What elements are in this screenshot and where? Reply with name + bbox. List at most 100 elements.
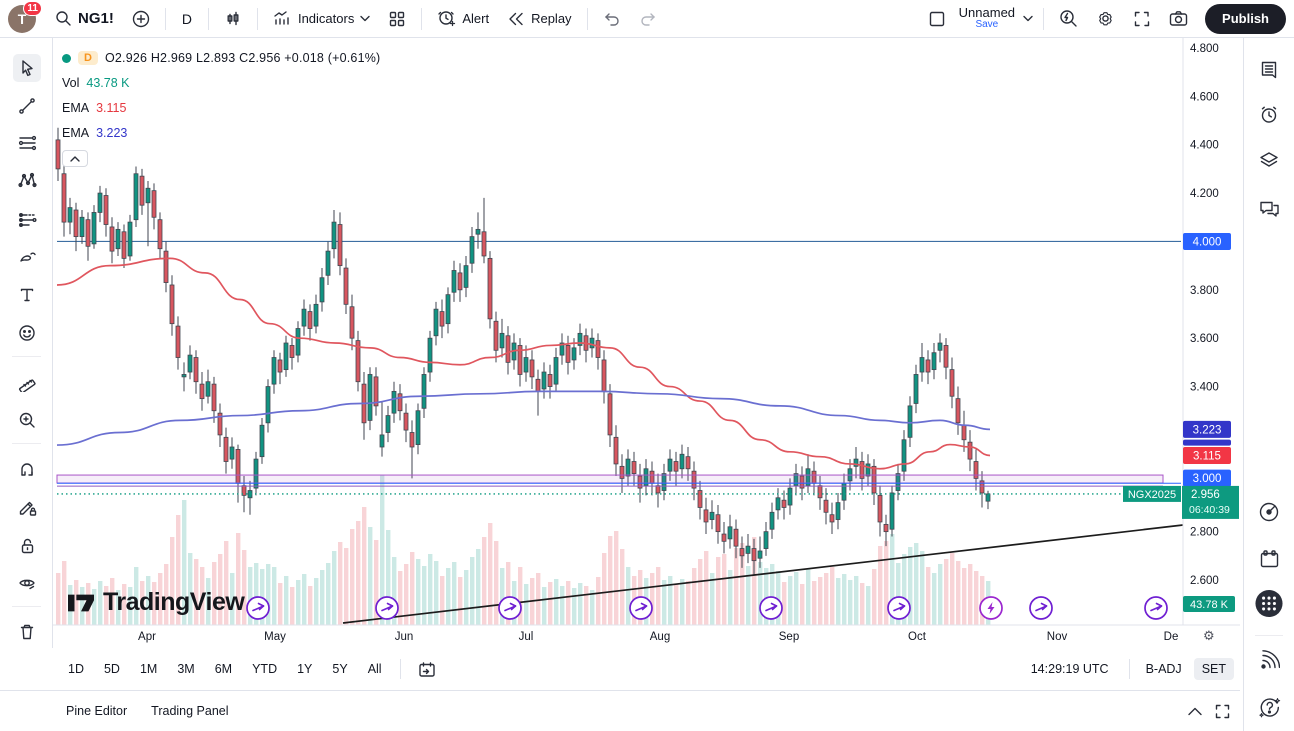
tool-magnet[interactable] [13,456,41,484]
panel-maximize-icon[interactable] [1215,704,1230,719]
pine-editor-tab[interactable]: Pine Editor [66,704,128,718]
range-3m[interactable]: 3M [177,662,195,676]
event-marker-plane[interactable] [375,596,399,620]
tool-draw-lock[interactable] [13,494,41,522]
user-avatar[interactable]: T 11 [8,0,42,33]
legend-collapse-button[interactable] [62,150,88,167]
trading-panel-tab[interactable]: Trading Panel [151,704,229,718]
time-axis-settings-icon[interactable]: ⚙ [1203,628,1215,643]
redo-button[interactable] [630,4,666,34]
price-zone-box[interactable] [56,474,1164,484]
layout-select-button[interactable] [919,4,955,34]
snapshot-button[interactable] [1160,4,1197,34]
event-marker-plane[interactable] [1029,596,1053,620]
price-tick[interactable]: 3.400 [1190,382,1219,394]
price-chart[interactable]: 4.800 4.600 4.400 4.200 3.800 3.600 3.400 2.800… [53,38,1240,648]
sidebar-help-button[interactable] [1255,693,1283,721]
price-tick[interactable]: 3.600 [1190,333,1219,345]
add-symbol-button[interactable] [123,4,159,34]
undo-button[interactable] [594,4,630,34]
sidebar-alerts-button[interactable] [1255,101,1283,129]
save-label[interactable]: Save [975,19,999,31]
layout-save[interactable]: Unnamed Save [955,6,1019,30]
fullscreen-button[interactable] [1124,4,1160,34]
price-tick[interactable]: 2.600 [1190,575,1219,587]
publish-button[interactable]: Publish [1205,3,1286,34]
chart-style-button[interactable] [215,4,251,34]
event-marker-plane[interactable] [1144,596,1168,620]
layout-menu-button[interactable] [1019,4,1037,34]
legend-main-row[interactable]: D O2.926 H2.969 L2.893 C2.956 +0.018 (+0… [62,50,380,66]
sidebar-object-tree-button[interactable] [1255,146,1283,174]
month-label-Sep[interactable]: Sep [779,631,799,643]
range-5d[interactable]: 5D [103,662,120,676]
replay-button[interactable]: Replay [498,4,580,34]
range-5y[interactable]: 5Y [332,662,348,676]
tool-xabcd-pattern[interactable] [13,166,41,194]
event-marker-plane[interactable] [498,596,522,620]
range-ytd[interactable]: YTD [252,662,278,676]
sidebar-chat-button[interactable] [1255,194,1283,222]
layout-grid-button[interactable] [379,4,415,34]
range-6m[interactable]: 6M [214,662,233,676]
symbol-search-button[interactable]: NG1! [46,4,123,34]
sidebar-calendar-button[interactable] [1255,545,1283,573]
month-label-Nov[interactable]: Nov [1047,631,1068,643]
range-1y[interactable]: 1Y [297,662,313,676]
tool-zoom-in[interactable] [13,406,41,434]
sidebar-screener-button[interactable] [1255,498,1283,526]
legend-ema1-row[interactable]: EMA 3.115 [62,100,380,116]
ema-slow-line[interactable] [56,390,991,446]
legend-ema2-row[interactable]: EMA 3.223 [62,125,380,141]
alert-button[interactable]: Alert [428,4,498,34]
tool-cursor[interactable] [13,54,41,82]
month-label-Jun[interactable]: Jun [395,631,414,643]
event-marker-plane[interactable] [887,596,911,620]
trend-line-drawing[interactable] [342,524,1184,624]
event-marker-plane[interactable] [629,596,653,620]
tool-text[interactable] [13,281,41,309]
event-marker-plane[interactable] [246,596,270,620]
tool-trend-line[interactable] [13,92,41,120]
panel-expand-chevron-icon[interactable] [1187,707,1203,716]
month-label-Oct[interactable]: Oct [908,631,927,643]
price-tick[interactable]: 4.200 [1190,188,1219,200]
price-tick[interactable]: 4.400 [1190,140,1219,152]
event-marker-plane[interactable] [759,596,783,620]
chart-pane[interactable]: 4.800 4.600 4.400 4.200 3.800 3.600 3.400 2.800… [53,38,1240,648]
settings-button[interactable] [1087,4,1124,34]
tool-emoji[interactable] [13,319,41,347]
month-label-De[interactable]: De [1164,631,1179,643]
tool-ruler[interactable] [13,368,41,396]
legend-volume-row[interactable]: Vol 43.78 K [62,75,380,91]
tool-brush[interactable] [13,243,41,271]
price-tick[interactable]: 2.800 [1190,527,1219,539]
sidebar-watchlist-button[interactable] [1255,56,1283,84]
month-label-Apr[interactable]: Apr [138,631,156,643]
month-label-Aug[interactable]: Aug [650,631,670,643]
tool-projection[interactable] [13,205,41,233]
tool-lock-all[interactable] [13,532,41,560]
month-label-May[interactable]: May [264,631,286,643]
adjust-toggle[interactable]: B-ADJ [1145,662,1182,676]
settlement-toggle[interactable]: SET [1193,658,1234,680]
ema-fast-line[interactable] [56,257,991,470]
sidebar-apps-grid-button[interactable] [1255,589,1283,617]
event-marker-lightning[interactable] [979,596,1003,620]
quick-search-button[interactable] [1050,4,1087,34]
month-label-Jul[interactable]: Jul [519,631,534,643]
tool-horizontal-lines[interactable] [13,129,41,157]
indicators-button[interactable]: Indicators [264,4,379,34]
tool-remove-drawings[interactable] [13,618,41,646]
go-to-date-button[interactable] [409,654,445,684]
clock-utc[interactable]: 14:29:19 UTC [1030,662,1109,676]
range-all[interactable]: All [367,662,382,676]
price-tick[interactable]: 3.800 [1190,285,1219,297]
sidebar-broadcast-button[interactable] [1255,646,1283,674]
price-tick[interactable]: 4.800 [1190,43,1219,55]
tool-hide-drawings[interactable] [13,569,41,597]
range-1d[interactable]: 1D [68,662,84,676]
price-tick[interactable]: 4.600 [1190,91,1219,103]
interval-button[interactable]: D [181,10,192,27]
range-1m[interactable]: 1M [139,662,158,676]
